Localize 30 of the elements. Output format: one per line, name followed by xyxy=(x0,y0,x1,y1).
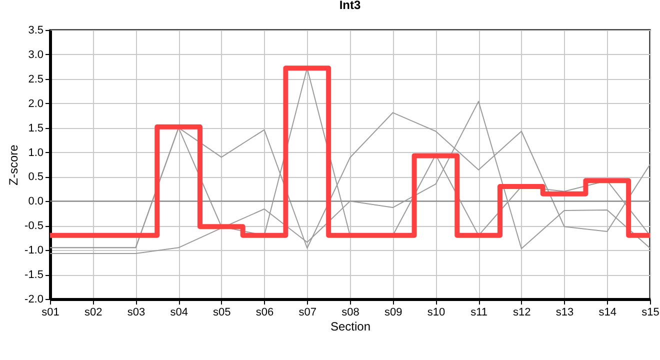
x-tick-label: s04 xyxy=(170,306,188,318)
x-tick-label: s07 xyxy=(298,306,317,318)
y-tick-label: 0.0 xyxy=(28,196,44,208)
x-tick-label: s06 xyxy=(256,306,274,318)
x-axis-title: Section xyxy=(330,320,371,334)
y-tick-label: -2.0 xyxy=(24,294,44,306)
x-tick-label: s05 xyxy=(213,306,231,318)
y-tick-label: 2.0 xyxy=(28,98,44,110)
y-tick-label: 0.5 xyxy=(28,171,44,184)
x-tick-label: s12 xyxy=(513,306,531,318)
x-tick-label: s01 xyxy=(42,306,60,318)
x-tick-label: s15 xyxy=(642,306,660,318)
y-tick-label: 1.5 xyxy=(28,122,44,134)
x-tick-label: s11 xyxy=(470,306,488,318)
y-tick-label: 2.5 xyxy=(28,73,44,86)
x-tick-label: s13 xyxy=(556,306,574,318)
y-tick-label: 3.0 xyxy=(28,48,44,61)
y-axis-title: Z-score xyxy=(6,144,21,186)
x-tick-label: s02 xyxy=(84,306,102,318)
chart-title: Int3 xyxy=(339,0,361,12)
x-tick-label: s03 xyxy=(127,306,146,318)
x-tick-label: s14 xyxy=(598,306,617,318)
y-tick-label: 1.0 xyxy=(28,146,44,159)
x-tick-label: s08 xyxy=(342,306,360,318)
y-tick-label: -1.0 xyxy=(24,244,44,257)
x-tick-label: s10 xyxy=(427,306,446,318)
y-tick-label: 3.5 xyxy=(28,24,44,36)
x-tick-label: s09 xyxy=(384,306,402,318)
y-tick-label: -0.5 xyxy=(24,220,44,232)
y-tick-label: -1.5 xyxy=(24,269,44,282)
